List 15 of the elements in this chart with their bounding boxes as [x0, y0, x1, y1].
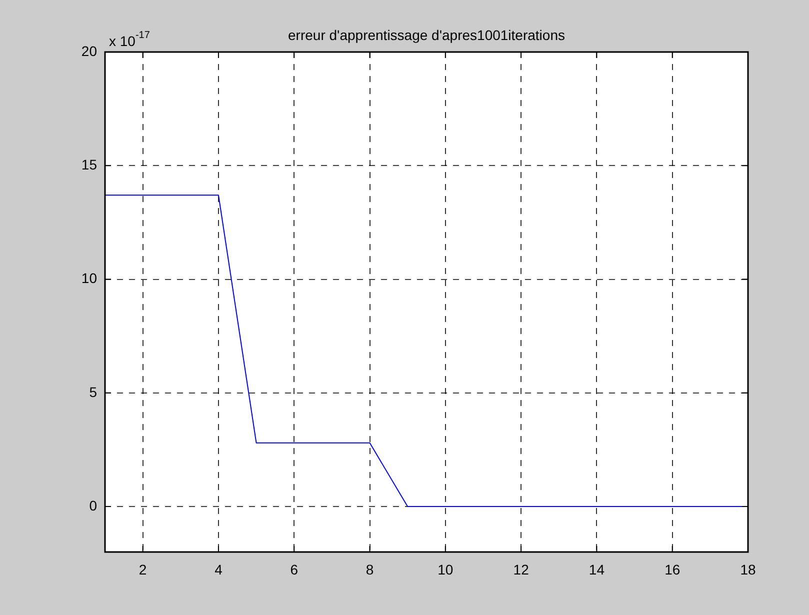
x-tick-label: 8	[366, 561, 374, 578]
x-tick-label: 16	[664, 561, 680, 578]
x-tick-label: 18	[740, 561, 756, 578]
x-tick-label: 6	[290, 561, 298, 578]
y-tick-label: 0	[89, 497, 98, 514]
y-tick-label: 15	[81, 156, 98, 172]
x-tick-label: 4	[214, 561, 223, 578]
x-tick-label: 14	[588, 561, 605, 578]
y-tick-label: 10	[81, 270, 98, 286]
x-tick-label: 2	[138, 561, 147, 578]
chart-title: erreur d'apprentissage d'apres1001iterations	[288, 27, 565, 43]
x-tick-label: 10	[438, 561, 454, 578]
y-tick-label: 5	[89, 384, 98, 400]
y-tick-label: 20	[81, 42, 98, 59]
x-tick-label: 12	[513, 561, 530, 578]
